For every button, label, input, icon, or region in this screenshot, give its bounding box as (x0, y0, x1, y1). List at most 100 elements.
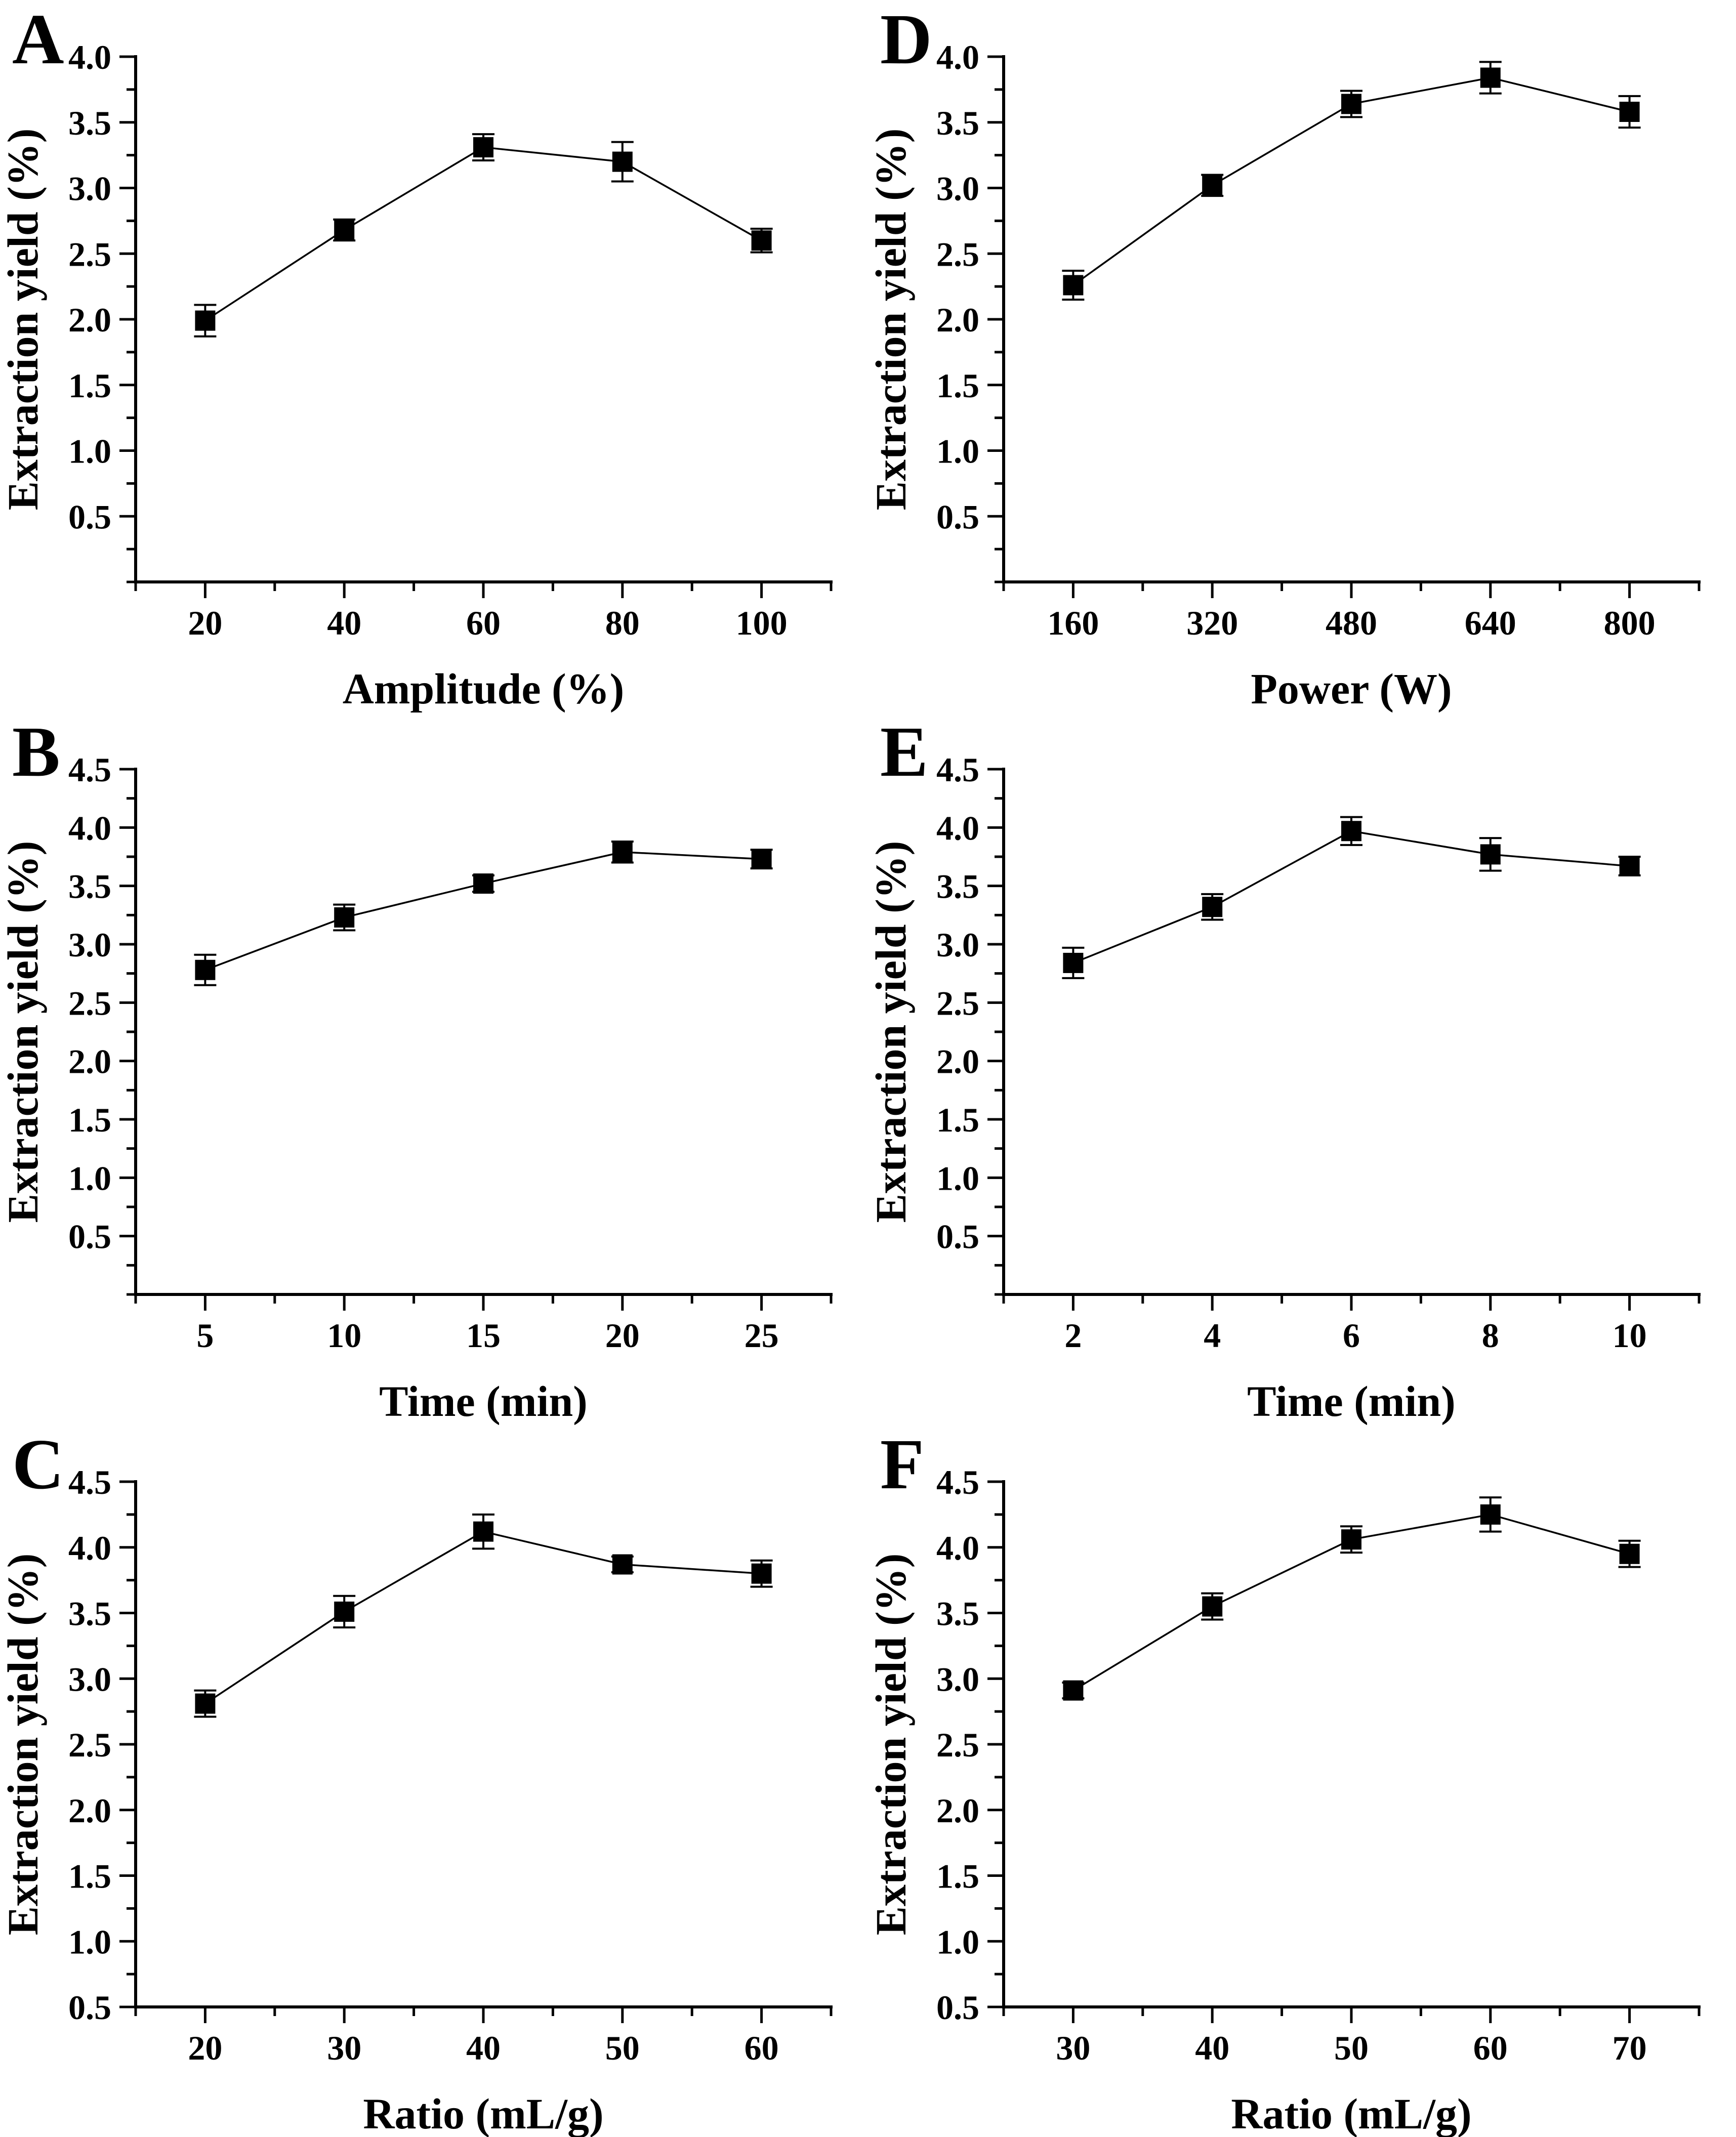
ticks (119, 55, 833, 598)
error-bars (1062, 1496, 1641, 1700)
svg-text:0.5: 0.5 (68, 497, 111, 536)
svg-text:2.5: 2.5 (936, 1726, 979, 1764)
svg-text:50: 50 (1334, 2029, 1369, 2067)
panel-letter-f: F (880, 1424, 924, 1504)
svg-text:4.5: 4.5 (936, 1463, 979, 1501)
svg-text:40: 40 (466, 2029, 501, 2067)
panel-letter-d: D (880, 0, 932, 79)
svg-text:Extraction yield (%): Extraction yield (%) (868, 841, 915, 1223)
ticks (987, 1480, 1701, 2023)
svg-text:3.0: 3.0 (68, 170, 111, 208)
axis-titles: Extraction yield (%) Time (min) (0, 841, 588, 1425)
error-bars (1062, 816, 1641, 979)
svg-text:40: 40 (327, 604, 361, 642)
svg-text:4.5: 4.5 (936, 750, 979, 789)
panel-f: F 0.5 1.0 1.5 2.0 2.5 3.0 3.5 4.0 4.5 30 40 50 60 70 E… (868, 1425, 1736, 2137)
svg-text:1.5: 1.5 (936, 1857, 979, 1896)
error-bars (194, 841, 773, 986)
axes (1002, 1480, 1701, 2008)
svg-text:3.5: 3.5 (936, 104, 979, 142)
data-line (1072, 830, 1630, 964)
svg-text:1.0: 1.0 (936, 1159, 979, 1197)
svg-text:2.5: 2.5 (936, 235, 979, 273)
svg-text:50: 50 (605, 2029, 640, 2067)
svg-text:Extraction yield (%): Extraction yield (%) (0, 841, 47, 1223)
chart-d-power-svg: 0.5 1.0 1.5 2.0 2.5 3.0 3.5 4.0 160 320 480 640 800 E… (868, 38, 1701, 713)
svg-text:1.0: 1.0 (68, 432, 111, 471)
ticks (987, 55, 1701, 598)
ticks (119, 1480, 833, 2023)
svg-text:800: 800 (1604, 604, 1656, 642)
tick-labels: 0.5 1.0 1.5 2.0 2.5 3.0 3.5 4.0 20 40 60 80 100 (68, 38, 788, 642)
data-markers (1063, 821, 1640, 973)
panel-c: C 0.5 1.0 1.5 2.0 2.5 3.0 3.5 4.0 4.5 20 30 40 50 60 E… (0, 1425, 868, 2137)
panel-d: D 0.5 1.0 1.5 2.0 2.5 3.0 3.5 4.0 160 320 480 640 80… (868, 0, 1736, 713)
svg-text:0.5: 0.5 (936, 497, 979, 536)
svg-text:4.0: 4.0 (936, 809, 979, 847)
tick-labels: 0.5 1.0 1.5 2.0 2.5 3.0 3.5 4.0 4.5 20 30 40 50 60 (68, 1463, 779, 2067)
svg-text:2.0: 2.0 (936, 1042, 979, 1081)
svg-text:Time (min): Time (min) (379, 1377, 588, 1425)
svg-text:320: 320 (1186, 604, 1238, 642)
svg-text:0.5: 0.5 (68, 1218, 111, 1256)
svg-text:2.5: 2.5 (68, 1726, 111, 1764)
svg-text:20: 20 (188, 604, 222, 642)
svg-text:10: 10 (327, 1316, 361, 1355)
svg-text:1.0: 1.0 (936, 432, 979, 471)
panel-e: E 0.5 1.0 1.5 2.0 2.5 3.0 3.5 4.0 4.5 2 4 6 8 10 Extra… (868, 713, 1736, 1425)
chart-f-ratio-svg: 0.5 1.0 1.5 2.0 2.5 3.0 3.5 4.0 4.5 30 40 50 60 70 Ext… (868, 1463, 1701, 2137)
svg-text:1.0: 1.0 (68, 1922, 111, 1961)
svg-text:1.5: 1.5 (936, 366, 979, 405)
svg-text:2.0: 2.0 (68, 301, 111, 339)
svg-text:60: 60 (745, 2029, 779, 2067)
tick-labels: 0.5 1.0 1.5 2.0 2.5 3.0 3.5 4.0 160 320 480 640 800 (936, 38, 1656, 642)
svg-text:480: 480 (1326, 604, 1377, 642)
svg-text:30: 30 (1056, 2029, 1090, 2067)
svg-text:1.5: 1.5 (936, 1101, 979, 1139)
svg-text:1.0: 1.0 (68, 1159, 111, 1197)
svg-text:3.0: 3.0 (68, 1660, 111, 1698)
tick-labels: 0.5 1.0 1.5 2.0 2.5 3.0 3.5 4.0 4.5 5 10 15 20 25 (68, 750, 779, 1355)
svg-text:15: 15 (466, 1316, 501, 1355)
svg-text:40: 40 (1195, 2029, 1229, 2067)
svg-text:2: 2 (1064, 1316, 1082, 1355)
svg-text:4.0: 4.0 (68, 38, 111, 76)
svg-text:2.5: 2.5 (68, 984, 111, 1022)
axes (1002, 55, 1701, 583)
svg-text:4.5: 4.5 (68, 1463, 111, 1501)
data-markers (1063, 67, 1640, 296)
svg-text:60: 60 (1473, 2029, 1508, 2067)
svg-text:30: 30 (327, 2029, 361, 2067)
data-line (204, 851, 762, 971)
data-markers (195, 1521, 772, 1714)
svg-text:4: 4 (1204, 1316, 1221, 1355)
svg-text:8: 8 (1482, 1316, 1499, 1355)
axis-titles: Extraction yield (%) Time (min) (868, 841, 1456, 1425)
panel-letter-e: E (880, 711, 928, 791)
svg-text:60: 60 (466, 604, 501, 642)
tick-labels: 0.5 1.0 1.5 2.0 2.5 3.0 3.5 4.0 4.5 2 4 6 8 10 (936, 750, 1647, 1355)
svg-text:Power (W): Power (W) (1251, 664, 1452, 713)
chart-a-amplitude-svg: 0.5 1.0 1.5 2.0 2.5 3.0 3.5 4.0 20 40 60 80 100 Extra… (0, 38, 833, 713)
ticks (119, 768, 833, 1311)
svg-text:2.5: 2.5 (68, 235, 111, 273)
svg-text:0.5: 0.5 (936, 1988, 979, 2027)
svg-text:Extraction yield (%): Extraction yield (%) (868, 1554, 915, 1936)
svg-text:Extraction yield (%): Extraction yield (%) (0, 129, 47, 511)
svg-text:25: 25 (745, 1316, 779, 1355)
tick-labels: 0.5 1.0 1.5 2.0 2.5 3.0 3.5 4.0 4.5 30 40 50 60 70 (936, 1463, 1647, 2067)
svg-text:3.5: 3.5 (68, 867, 111, 906)
panel-letter-c: C (12, 1424, 64, 1504)
svg-text:0.5: 0.5 (68, 1988, 111, 2027)
svg-text:3.0: 3.0 (68, 926, 111, 964)
svg-text:3.0: 3.0 (936, 170, 979, 208)
panel-a: A 0.5 1.0 1.5 2.0 2.5 3.0 3.5 4.0 20 40 60 80 100 Ext… (0, 0, 868, 713)
svg-text:5: 5 (196, 1316, 214, 1355)
svg-text:Extraction yield (%): Extraction yield (%) (868, 129, 915, 511)
svg-text:20: 20 (188, 2029, 222, 2067)
svg-text:Amplitude (%): Amplitude (%) (343, 664, 625, 713)
svg-text:Ratio (mL/g): Ratio (mL/g) (1231, 2089, 1471, 2137)
svg-text:Extraction yield (%): Extraction yield (%) (0, 1554, 47, 1936)
svg-text:3.5: 3.5 (68, 104, 111, 142)
